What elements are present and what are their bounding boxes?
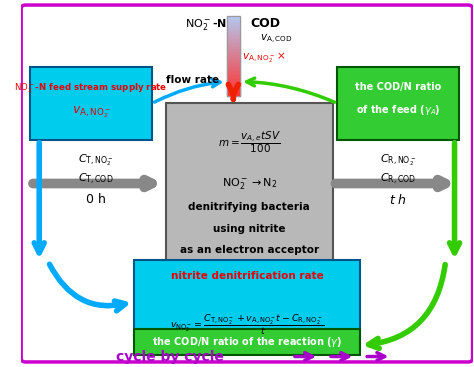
FancyBboxPatch shape <box>165 103 333 264</box>
Text: nitrite denitrification rate: nitrite denitrification rate <box>171 271 323 281</box>
Text: $v_{\mathrm{NO_2^-}}=\dfrac{C_{\mathrm{T,NO_2^-}}+v_{\mathrm{A,NO_2^-}}t-C_{\mat: $v_{\mathrm{NO_2^-}}=\dfrac{C_{\mathrm{T… <box>170 313 324 337</box>
Text: flow rate: flow rate <box>166 75 219 85</box>
Text: $v_{\mathrm{A,NO_2^-}}$: $v_{\mathrm{A,NO_2^-}}$ <box>72 104 110 120</box>
FancyBboxPatch shape <box>337 67 459 140</box>
Text: $C_{\mathrm{T,NO_2^-}}$: $C_{\mathrm{T,NO_2^-}}$ <box>78 152 113 168</box>
Text: denitrifying bacteria: denitrifying bacteria <box>188 202 310 212</box>
Text: as an electron acceptor: as an electron acceptor <box>180 246 319 255</box>
Text: the COD/N ratio: the COD/N ratio <box>355 81 441 91</box>
FancyBboxPatch shape <box>134 260 360 337</box>
Text: using nitrite: using nitrite <box>213 224 285 233</box>
Text: cycle by cycle: cycle by cycle <box>116 349 224 363</box>
Text: $\mathrm{NO_2^-}$-N: $\mathrm{NO_2^-}$-N <box>185 17 227 32</box>
Text: $C_{\mathrm{T,COD}}$: $C_{\mathrm{T,COD}}$ <box>78 172 113 188</box>
Bar <box>227 16 240 96</box>
FancyBboxPatch shape <box>134 329 360 355</box>
Text: $v_{\mathrm{A,NO_2^-}}\times$: $v_{\mathrm{A,NO_2^-}}\times$ <box>242 50 286 65</box>
Text: $C_{\mathrm{R,NO_2^-}}$: $C_{\mathrm{R,NO_2^-}}$ <box>380 152 416 168</box>
Text: COD: COD <box>250 17 280 30</box>
Text: 0 h: 0 h <box>86 193 106 206</box>
Text: $\mathrm{NO_2^- \rightarrow N_2}$: $\mathrm{NO_2^- \rightarrow N_2}$ <box>221 176 277 191</box>
Text: $m=\dfrac{v_{A,e}tSV}{100}$: $m=\dfrac{v_{A,e}tSV}{100}$ <box>218 129 281 155</box>
Text: of the feed ($\gamma_A$): of the feed ($\gamma_A$) <box>356 103 440 117</box>
Text: the COD/N ratio of the reaction ($\gamma$): the COD/N ratio of the reaction ($\gamma… <box>152 335 342 349</box>
Text: $C_{\mathrm{R,COD}}$: $C_{\mathrm{R,COD}}$ <box>380 172 416 188</box>
Text: $v_{\mathrm{A,COD}}$: $v_{\mathrm{A,COD}}$ <box>260 33 293 46</box>
Text: $\mathrm{NO_2^-}$-N feed stream supply rate: $\mathrm{NO_2^-}$-N feed stream supply r… <box>14 81 168 95</box>
Text: $t$ h: $t$ h <box>389 193 407 207</box>
FancyBboxPatch shape <box>21 5 473 362</box>
FancyBboxPatch shape <box>30 67 152 140</box>
